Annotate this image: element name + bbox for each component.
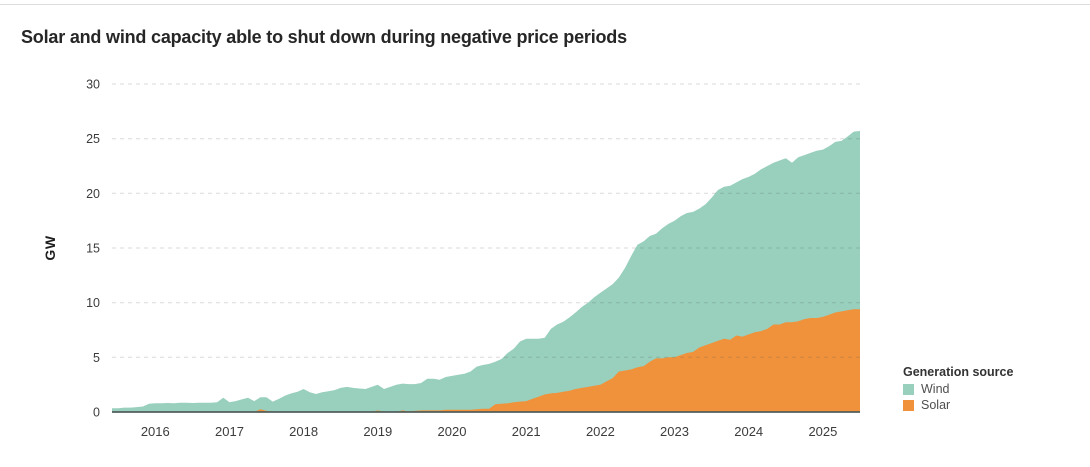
legend-label-solar: Solar [921, 398, 951, 412]
y-tick-label-10: 10 [86, 296, 100, 310]
x-tick-label-2020: 2020 [438, 424, 467, 439]
area-wind [112, 131, 860, 412]
legend-item-wind: Wind [903, 383, 1073, 395]
x-tick-label-2025: 2025 [808, 424, 837, 439]
x-tick-label-2016: 2016 [141, 424, 170, 439]
x-tick-label-2023: 2023 [660, 424, 689, 439]
legend-item-solar: Solar [903, 399, 1073, 411]
chart-title: Solar and wind capacity able to shut dow… [21, 27, 627, 47]
x-tick-label-2022: 2022 [586, 424, 615, 439]
x-tick-label-2024: 2024 [734, 424, 763, 439]
solar-swatch-icon [903, 399, 914, 411]
x-tick-label-2017: 2017 [215, 424, 244, 439]
legend: Generation source Wind Solar [903, 365, 1073, 415]
x-tick-label-2019: 2019 [363, 424, 392, 439]
top-divider [0, 4, 1090, 5]
y-tick-label-0: 0 [93, 406, 100, 420]
wind-swatch-icon [903, 383, 914, 395]
legend-title: Generation source [903, 365, 1014, 379]
y-tick-label-30: 30 [86, 78, 100, 92]
y-tick-label-25: 25 [86, 132, 100, 146]
legend-label-wind: Wind [921, 382, 950, 396]
y-tick-label-15: 15 [86, 242, 100, 256]
area-solar [112, 309, 860, 412]
x-tick-label-2018: 2018 [289, 424, 318, 439]
x-tick-label-2021: 2021 [512, 424, 541, 439]
y-tick-label-5: 5 [93, 351, 100, 365]
y-tick-label-20: 20 [86, 187, 100, 201]
